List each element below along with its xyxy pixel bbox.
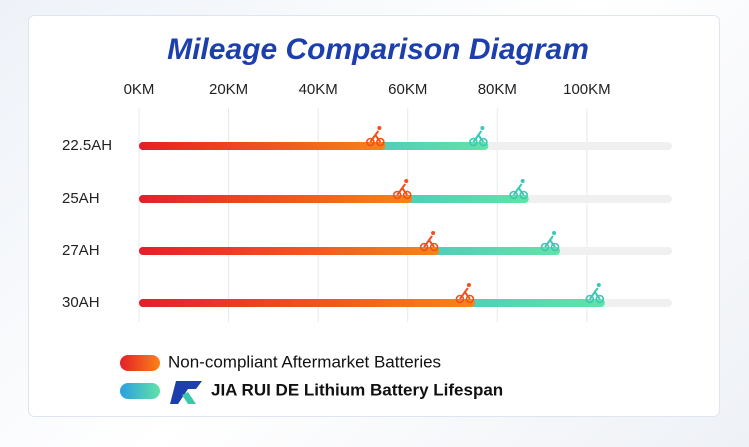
wheel — [419, 242, 429, 252]
head — [596, 283, 601, 287]
rider-icon — [540, 231, 560, 252]
wheel — [550, 242, 560, 252]
wheel — [455, 294, 465, 304]
y-tick-label: 25AH — [62, 190, 100, 207]
rider-icon — [419, 231, 439, 252]
legend-label: JIA RUI DE Lithium Battery Lifespan — [211, 380, 503, 399]
wheel — [479, 137, 488, 147]
head — [431, 231, 436, 235]
logo — [170, 381, 202, 404]
rider — [472, 130, 485, 143]
rider — [396, 183, 409, 196]
bar — [139, 299, 475, 307]
x-tick-label: 20KM — [209, 81, 248, 98]
head — [404, 179, 409, 183]
wheel — [366, 137, 375, 147]
legend-swatch — [120, 355, 160, 371]
rider — [512, 183, 525, 196]
x-tick-label: 100KM — [563, 81, 611, 98]
wheel — [540, 242, 550, 252]
wheel — [376, 137, 385, 147]
y-tick-label: 27AH — [62, 242, 100, 259]
rider — [544, 235, 556, 248]
head — [377, 126, 382, 130]
x-tick-label: 40KM — [299, 81, 338, 98]
bar — [139, 195, 413, 203]
wheel — [429, 242, 439, 252]
x-tick-label: 80KM — [478, 81, 517, 98]
bar — [139, 247, 440, 255]
legend-swatch — [120, 383, 160, 399]
card — [28, 15, 720, 417]
x-tick-label: 0KM — [124, 81, 155, 98]
rider-icon — [392, 179, 412, 200]
rider-icon — [585, 283, 605, 304]
rider — [423, 235, 435, 248]
head — [480, 126, 485, 130]
x-tick-label: 60KM — [388, 81, 427, 98]
wheel — [402, 190, 412, 200]
wheel — [509, 190, 518, 200]
wheel — [469, 137, 478, 147]
rider — [369, 130, 382, 143]
head — [520, 179, 525, 183]
wheel — [392, 190, 402, 200]
head — [466, 283, 471, 287]
wheel — [585, 294, 595, 304]
rider-icon — [455, 283, 475, 304]
chart-title: Mileage Comparison Diagram — [167, 33, 589, 66]
rider — [589, 287, 601, 300]
y-tick-label: 30AH — [62, 294, 100, 311]
rider — [459, 287, 471, 300]
rider-icon — [509, 179, 528, 200]
wheel — [519, 190, 528, 200]
wheel — [465, 294, 475, 304]
rider-icon — [469, 126, 488, 147]
legend-label: Non-compliant Aftermarket Batteries — [168, 352, 441, 371]
rider-icon — [366, 126, 385, 147]
wheel — [595, 294, 605, 304]
bar — [139, 142, 386, 150]
head — [552, 231, 557, 235]
y-tick-label: 22.5AH — [62, 137, 112, 154]
